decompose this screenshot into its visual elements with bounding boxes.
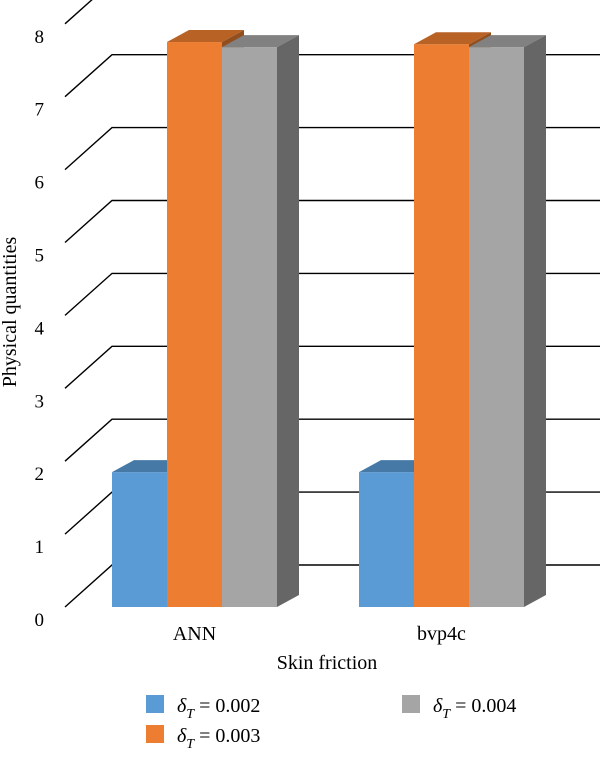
legend: δT = 0.002 δT = 0.004 δT = 0.003 bbox=[146, 695, 516, 752]
bar-front bbox=[414, 44, 469, 608]
y-tick-label: 5 bbox=[35, 246, 45, 267]
bar-side bbox=[277, 35, 299, 608]
legend-label: δT = 0.003 bbox=[177, 725, 260, 752]
legend-item: δT = 0.003 bbox=[146, 725, 260, 752]
y-tick-label: 3 bbox=[35, 391, 45, 412]
bar bbox=[222, 35, 299, 608]
bar-side bbox=[524, 35, 546, 608]
bar-top bbox=[167, 30, 244, 43]
bar-top bbox=[469, 35, 546, 48]
x-category-label: ANN bbox=[173, 623, 216, 645]
bar-front bbox=[167, 42, 222, 607]
y-tick-label: 8 bbox=[35, 27, 45, 48]
legend-item: δT = 0.004 bbox=[402, 695, 516, 722]
bar-front bbox=[469, 47, 524, 608]
legend-swatch bbox=[146, 695, 164, 713]
y-tick-label: 2 bbox=[35, 464, 45, 485]
y-tick-label: 1 bbox=[35, 537, 45, 558]
grid-lines bbox=[64, 0, 600, 608]
bar-front bbox=[112, 472, 167, 607]
legend-swatch bbox=[146, 725, 164, 743]
bar-top bbox=[222, 35, 299, 48]
bar-front bbox=[359, 472, 414, 607]
x-axis-title: Skin friction bbox=[277, 652, 378, 674]
bar-front bbox=[222, 47, 277, 608]
y-tick-labels: 0 1 2 3 4 5 6 7 8 bbox=[35, 27, 45, 631]
y-axis-title: Physical quantities bbox=[0, 237, 21, 388]
legend-swatch bbox=[402, 695, 420, 713]
legend-item: δT = 0.002 bbox=[146, 695, 260, 722]
gridline bbox=[64, 0, 93, 25]
bars bbox=[112, 30, 546, 608]
bar-top bbox=[414, 32, 491, 45]
y-tick-label: 6 bbox=[35, 173, 45, 194]
bar bbox=[469, 35, 546, 608]
y-tick-label: 7 bbox=[35, 100, 45, 121]
x-category-label: bvp4c bbox=[417, 623, 466, 645]
legend-label: δT = 0.004 bbox=[433, 695, 516, 722]
legend-label: δT = 0.002 bbox=[177, 695, 260, 722]
y-tick-label: 0 bbox=[35, 610, 45, 631]
y-tick-label: 4 bbox=[35, 318, 45, 339]
x-category-labels: ANN bvp4c bbox=[173, 623, 466, 645]
